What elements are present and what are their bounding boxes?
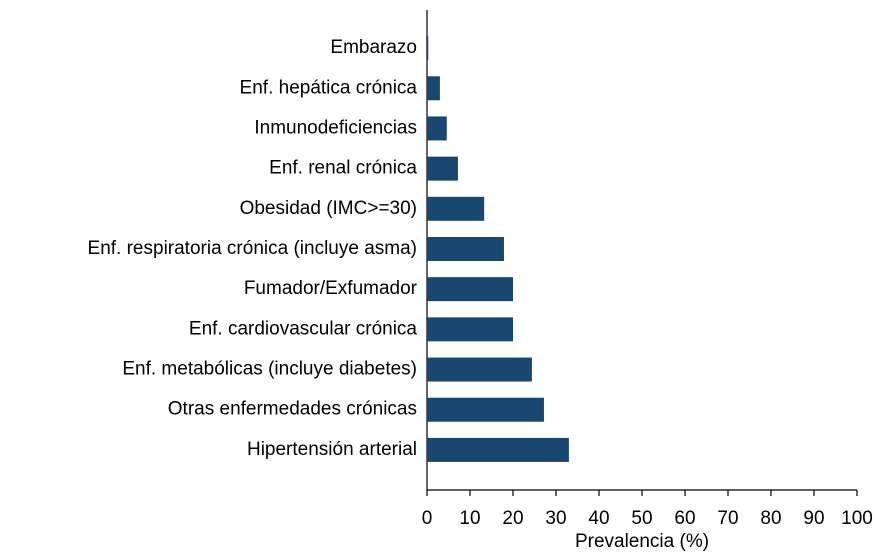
x-tick-label: 60	[674, 508, 695, 529]
x-tick-label: 70	[717, 508, 738, 529]
y-tick-label: Enf. respiratoria crónica (incluye asma)	[88, 238, 417, 259]
y-tick-label: Enf. metabólicas (incluye diabetes)	[122, 359, 417, 380]
y-tick-label: Obesidad (IMC>=30)	[240, 198, 417, 219]
x-tick-label: 100	[841, 508, 873, 529]
bar	[427, 156, 458, 181]
x-axis-title: Prevalencia (%)	[575, 531, 709, 552]
y-tick-label: Hipertensión arterial	[247, 439, 417, 460]
x-tick-label: 90	[803, 508, 824, 529]
bar	[427, 437, 569, 462]
y-tick-label: Embarazo	[330, 37, 417, 58]
bar	[427, 277, 513, 302]
x-tick-label: 80	[760, 508, 781, 529]
y-tick-label: Otras enfermedades crónicas	[168, 399, 417, 420]
x-tick-label: 20	[502, 508, 523, 529]
x-tick-label: 30	[545, 508, 566, 529]
y-tick-label: Enf. cardiovascular crónica	[189, 318, 418, 339]
x-tick-label: 40	[588, 508, 609, 529]
bar	[427, 237, 504, 261]
bar	[427, 397, 544, 422]
x-tick-label: 50	[631, 508, 652, 529]
bar	[427, 116, 447, 141]
bar	[427, 36, 429, 61]
bar	[427, 196, 485, 221]
x-tick-label: 0	[422, 508, 433, 529]
y-tick-label: Fumador/Exfumador	[244, 278, 418, 299]
y-tick-label: Inmunodeficiencias	[254, 117, 417, 138]
y-tick-label: Enf. renal crónica	[269, 158, 417, 179]
bar	[427, 76, 440, 101]
y-tick-label: Enf. hepática crónica	[240, 77, 418, 98]
x-tick-label: 10	[459, 508, 480, 529]
bar	[427, 317, 513, 342]
bar	[427, 357, 532, 382]
